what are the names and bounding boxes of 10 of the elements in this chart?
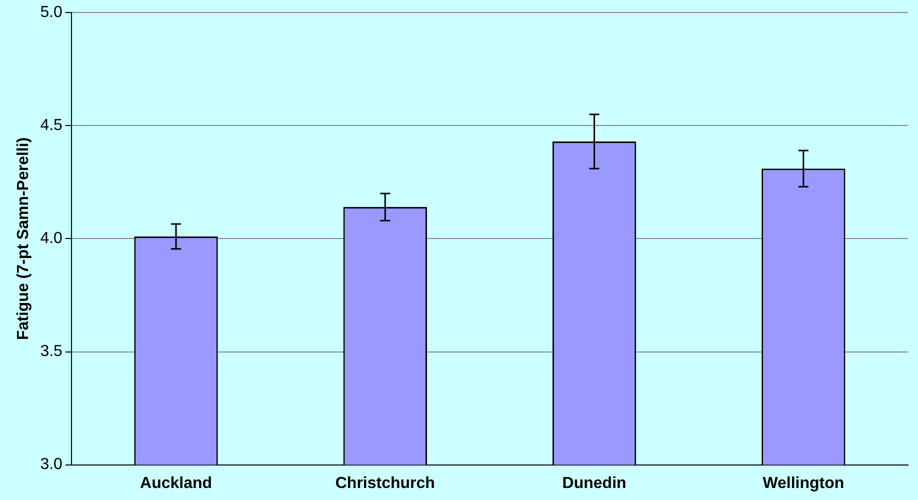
x-tick-label: Dunedin	[562, 474, 626, 492]
x-tick-label: Auckland	[140, 474, 212, 492]
y-tick-label: 3.5	[40, 343, 63, 360]
y-axis-title: Fatigue (7-pt Samn-Perelli)	[15, 137, 32, 340]
y-tick-label: 3.0	[40, 456, 63, 474]
y-tick-label: 4.5	[40, 117, 63, 134]
y-tick-label: 5.0	[40, 4, 63, 22]
x-tick-label: Christchurch	[335, 474, 435, 492]
x-tick-label: Wellington	[762, 474, 844, 492]
y-tick-label: 4.0	[40, 230, 63, 248]
